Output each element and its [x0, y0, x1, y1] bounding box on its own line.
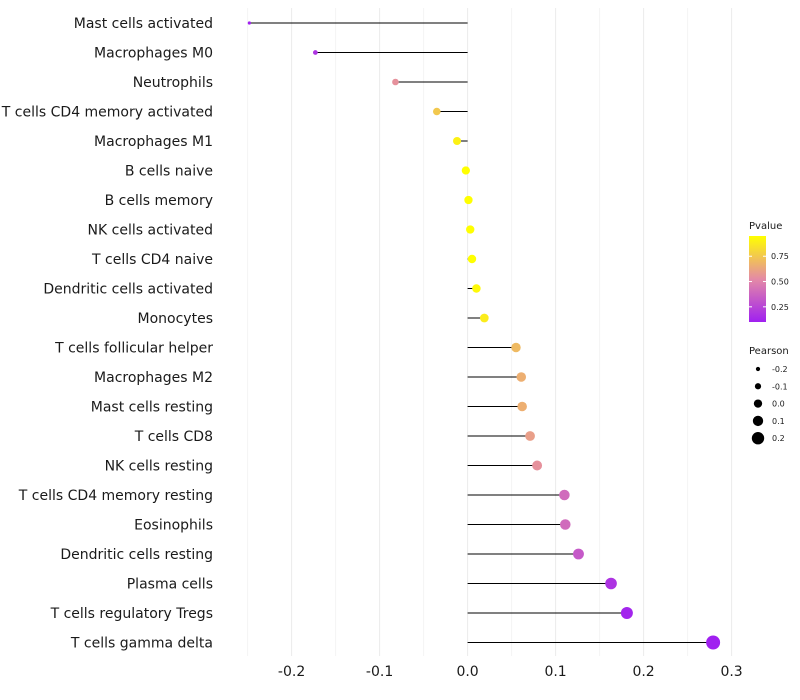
lollipop-point [461, 166, 470, 175]
lollipop-point [516, 372, 527, 382]
category-label: B cells naive [125, 164, 213, 180]
y-axis-labels: Mast cells activated Macrophages M0 Neutro… [1, 16, 213, 652]
lollipop-point [605, 577, 617, 590]
pearson-legend-title: Pearson [749, 346, 789, 357]
category-label: Macrophages M1 [94, 134, 213, 150]
pearson-legend: Pearson -0.2 -0.1 0.0 0.1 0.2 [749, 346, 789, 445]
lollipop-point [479, 313, 489, 323]
category-label: Macrophages M2 [94, 370, 213, 386]
size-legend-label: -0.1 [772, 382, 788, 391]
lollipop-point [511, 342, 521, 353]
pvalue-colorbar [749, 236, 766, 322]
category-label: NK cells resting [105, 459, 213, 475]
pvalue-legend: Pvalue 0.25 0.50 0.75 [749, 221, 789, 322]
size-legend-label: 0.2 [772, 434, 785, 443]
lollipop-point [472, 284, 481, 293]
category-label: T cells follicular helper [54, 341, 213, 357]
category-label: Plasma cells [127, 577, 213, 593]
category-label: B cells memory [105, 193, 213, 209]
category-label: Monocytes [138, 311, 213, 327]
lollipop-point [517, 401, 527, 412]
pvalue-legend-title: Pvalue [749, 221, 782, 232]
category-label: T cells CD4 memory resting [18, 488, 213, 504]
lollipop-point [467, 254, 477, 264]
category-label: T cells CD8 [134, 429, 213, 445]
x-tick-label: 0.0 [456, 664, 478, 680]
size-legend-key [751, 432, 765, 445]
category-label: T cells CD4 memory activated [1, 105, 213, 121]
size-legend-key [755, 366, 761, 372]
lollipop-point [560, 519, 571, 530]
category-label: Dendritic cells resting [60, 547, 213, 563]
category-label: T cells CD4 naive [91, 252, 213, 268]
category-label: Dendritic cells activated [43, 282, 213, 298]
x-tick-label: 0.1 [544, 664, 566, 680]
category-label: NK cells activated [88, 223, 213, 239]
lollipop-point [433, 107, 441, 116]
lollipop-point [392, 78, 399, 86]
x-axis-labels: -0.2 -0.1 0.0 0.1 0.2 0.3 [278, 664, 743, 680]
category-label: T cells gamma delta [70, 636, 213, 652]
x-tick-label: -0.1 [366, 664, 393, 680]
x-tick-label: 0.3 [720, 664, 742, 680]
lollipop-point [532, 460, 543, 471]
category-label: Mast cells activated [74, 16, 213, 32]
size-legend-label: 0.0 [772, 400, 785, 409]
lollipop-point [706, 635, 721, 650]
size-legend-label: -0.2 [772, 365, 788, 374]
lollipop-point [247, 21, 251, 25]
colorbar-tick-label: 0.75 [771, 252, 789, 261]
lollipop-point [525, 431, 535, 441]
lollipop-point [559, 489, 570, 501]
category-label: Eosinophils [134, 518, 213, 534]
size-legend-label: 0.1 [772, 417, 785, 426]
lollipop-point [620, 607, 633, 619]
size-legend-key [754, 383, 762, 390]
colorbar-tick-label: 0.50 [771, 278, 789, 287]
lollipop-point [464, 195, 473, 205]
colorbar-tick-label: 0.25 [771, 303, 789, 312]
category-label: Mast cells resting [91, 400, 213, 416]
lollipop-point [573, 548, 584, 560]
lollipop-point [453, 136, 462, 146]
grid [247, 8, 733, 656]
points [247, 21, 721, 650]
size-legend-key [752, 415, 764, 427]
lollipop-point [466, 225, 475, 234]
x-tick-label: 0.2 [632, 664, 654, 680]
size-legend-key [753, 399, 763, 408]
category-label: Neutrophils [133, 75, 213, 91]
lollipop-point [312, 50, 318, 55]
x-tick-label: -0.2 [278, 664, 305, 680]
category-label: T cells regulatory Tregs [50, 606, 213, 622]
category-label: Macrophages M0 [94, 46, 213, 62]
